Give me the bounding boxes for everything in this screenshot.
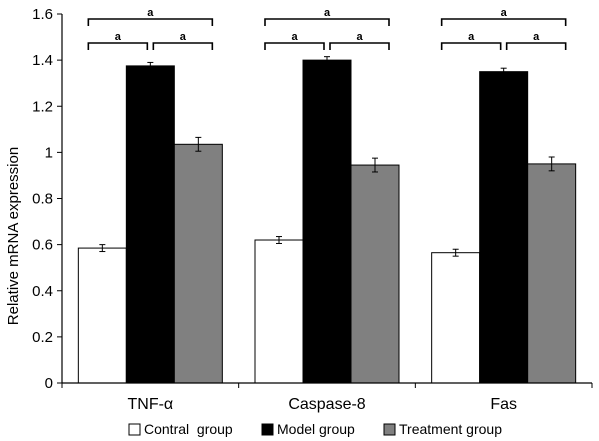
legend-label: Contral group	[144, 421, 233, 437]
legend-item: Model group	[261, 421, 355, 437]
bar-control	[77, 247, 127, 384]
legend-swatch	[383, 423, 396, 436]
significance-bracket: a	[87, 31, 149, 50]
significance-label: a	[356, 31, 363, 43]
bar-treatment	[350, 164, 400, 384]
legend-swatch	[128, 423, 141, 436]
error-bar	[548, 156, 555, 172]
bar-model	[125, 65, 175, 384]
bars	[77, 56, 577, 384]
legend-label: Treatment group	[399, 421, 502, 437]
error-bar	[324, 56, 330, 65]
bar-treatment	[527, 163, 577, 384]
significance-bracket: a	[264, 7, 390, 26]
y-tick-label: 0.4	[32, 283, 53, 300]
significance-bracket: a	[87, 7, 214, 26]
significance-brackets: a a a a a a a a a	[87, 7, 567, 50]
significance-label: a	[468, 31, 475, 43]
significance-bracket: a	[505, 31, 567, 50]
bar-model	[302, 59, 352, 384]
significance-bracket: a	[264, 31, 325, 50]
bar-model	[479, 71, 529, 384]
significance-bracket: a	[329, 31, 390, 50]
bar-control	[431, 252, 481, 384]
error-bar	[500, 67, 507, 76]
error-bar	[195, 136, 202, 152]
legend-item: Treatment group	[383, 421, 502, 437]
significance-label: a	[115, 31, 122, 43]
error-bar	[276, 236, 282, 244]
significance-bracket: a	[440, 7, 567, 26]
significance-label: a	[180, 31, 187, 43]
error-bar	[99, 244, 106, 253]
significance-label: a	[324, 7, 331, 19]
y-tick-label: 0.2	[32, 329, 53, 346]
x-tick-label: Fas	[490, 396, 517, 413]
legend-item: Contral group	[128, 421, 233, 437]
y-tick-label: 1	[45, 144, 53, 161]
y-axis: 0 0.2 0.4 0.6 0.8 1 1.2 1.4 1.6	[32, 6, 63, 392]
significance-label: a	[501, 7, 508, 19]
y-tick-label: 1.6	[32, 6, 53, 23]
error-bar	[452, 248, 459, 257]
x-axis: TNF-α Caspase-8 Fas	[61, 382, 593, 413]
legend-swatch	[261, 423, 274, 436]
x-tick-label: TNF-α	[127, 396, 173, 413]
y-tick-label: 0.8	[32, 191, 53, 208]
y-tick-label: 1.2	[32, 98, 53, 115]
significance-label: a	[147, 7, 154, 19]
significance-label: a	[533, 31, 540, 43]
x-tick-label: Caspase-8	[288, 396, 365, 413]
bar-treatment	[173, 143, 223, 384]
significance-bracket: a	[152, 31, 214, 50]
y-tick-label: 0	[45, 375, 53, 392]
bar-control	[254, 239, 304, 384]
significance-label: a	[291, 31, 298, 43]
error-bar	[372, 157, 378, 173]
legend-label: Model group	[277, 421, 355, 437]
significance-bracket: a	[440, 31, 502, 50]
y-tick-label: 1.4	[32, 52, 53, 69]
y-tick-label: 0.6	[32, 237, 53, 254]
y-axis-label: Relative mRNA expression	[5, 147, 22, 325]
error-bar	[147, 61, 154, 70]
legend: Contral group Model group Treatment group	[128, 421, 502, 437]
